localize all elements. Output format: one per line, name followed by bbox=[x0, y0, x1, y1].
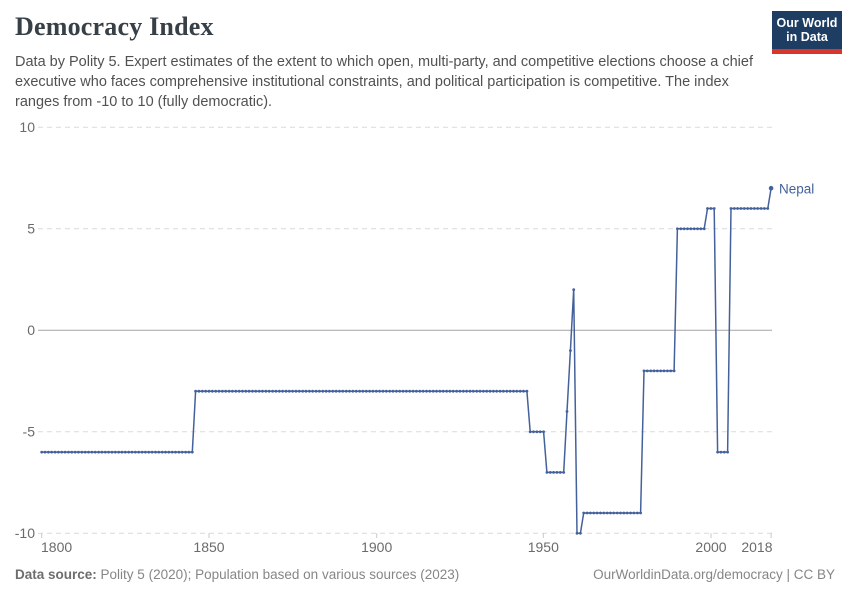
x-label-1800: 1800 bbox=[41, 539, 72, 555]
x-label-2018: 2018 bbox=[741, 539, 772, 555]
credit-link[interactable]: OurWorldinData.org/democracy | CC BY bbox=[593, 567, 835, 582]
x-axis-ticks bbox=[41, 533, 772, 538]
data-source-note: Data source: Polity 5 (2020); Population… bbox=[15, 567, 459, 582]
chart-subtitle: Data by Polity 5. Expert estimates of th… bbox=[15, 54, 753, 110]
y-axis-labels: 10 5 0 -5 -10 bbox=[15, 119, 35, 541]
data-point-markers bbox=[40, 186, 773, 535]
y-label-0: 0 bbox=[27, 322, 35, 338]
nepal-series bbox=[40, 185, 774, 535]
x-label-2000: 2000 bbox=[695, 539, 726, 555]
series-end-marker bbox=[768, 185, 774, 191]
owid-logo-box: Our World in Data bbox=[772, 11, 842, 49]
entity-label[interactable]: Nepal bbox=[779, 182, 814, 197]
data-source-label: Data source: bbox=[15, 567, 97, 582]
owid-logo-line2: in Data bbox=[786, 30, 828, 44]
chart-footer: Data source: Polity 5 (2020); Population… bbox=[15, 567, 835, 582]
credit-note: OurWorldinData.org/democracy | CC BY bbox=[593, 567, 835, 582]
y-label-m5: -5 bbox=[23, 424, 36, 440]
y-label-5: 5 bbox=[27, 221, 35, 237]
y-gridlines bbox=[38, 126, 772, 534]
nepal-line[interactable] bbox=[41, 188, 772, 535]
page-title: Democracy Index bbox=[15, 12, 214, 41]
x-label-1950: 1950 bbox=[528, 539, 559, 555]
data-source-text: Polity 5 (2020); Population based on var… bbox=[100, 567, 460, 582]
owid-logo-red-bar bbox=[772, 49, 842, 54]
x-axis-labels: 1800 1850 1900 1950 2000 2018 bbox=[41, 539, 773, 555]
owid-logo-line1: Our World bbox=[776, 16, 838, 30]
x-label-1850: 1850 bbox=[193, 539, 224, 555]
owid-logo[interactable]: Our World in Data bbox=[772, 11, 842, 54]
y-label-m10: -10 bbox=[15, 525, 35, 541]
y-label-10: 10 bbox=[19, 119, 35, 135]
x-label-1900: 1900 bbox=[361, 539, 392, 555]
